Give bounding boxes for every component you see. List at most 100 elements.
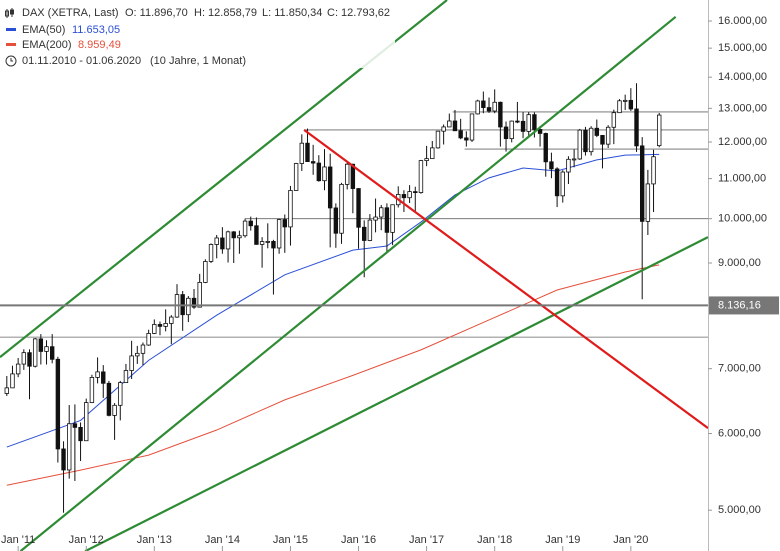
candle-body (118, 382, 123, 406)
candle-body (322, 166, 327, 182)
candle-body (622, 99, 628, 102)
candle-body (333, 207, 339, 234)
candle-body (634, 108, 639, 147)
candle-body (305, 142, 310, 162)
candle-body (645, 183, 651, 222)
candle-body (481, 100, 486, 108)
candle-body (498, 101, 503, 128)
candle-body (475, 100, 480, 115)
candle-body (129, 355, 134, 371)
candle-body (327, 166, 333, 209)
trend-line (84, 236, 708, 551)
trend-line (303, 129, 708, 430)
y-tick-label: 12.000,00 (718, 136, 767, 148)
candle-body (78, 426, 83, 442)
legend-label: EMA(50) (22, 24, 65, 36)
candle-body (265, 241, 270, 243)
candle-body (464, 137, 469, 141)
candle-body (379, 207, 384, 218)
candle-body (95, 371, 100, 378)
y-tick-label: 14.000,00 (718, 71, 767, 83)
candle-body (430, 147, 435, 160)
candle-body (112, 404, 117, 416)
candle-body (163, 323, 168, 327)
candle-body (67, 423, 72, 471)
candle-body (503, 126, 509, 140)
candle-body (27, 352, 32, 367)
x-tick-label: Jan '16 (341, 534, 376, 546)
candle-body (316, 162, 322, 182)
candle-body (55, 358, 61, 450)
x-tick-label: Jan '17 (409, 534, 444, 546)
candle-body (186, 297, 191, 316)
candle-body (469, 113, 475, 141)
close: C: 12.793,62 (327, 7, 390, 19)
candle-body (203, 261, 208, 283)
candle-body (515, 120, 520, 123)
ema-line (6, 153, 660, 448)
candle-body (72, 423, 78, 428)
candle-body (532, 114, 537, 130)
candle-body (566, 158, 571, 173)
candle-body (605, 126, 611, 145)
candle-body (617, 100, 622, 114)
candle-body (49, 346, 55, 360)
candle-body (628, 99, 634, 110)
candle-body (208, 244, 214, 262)
candle-body (271, 241, 276, 249)
candle-body (237, 235, 242, 239)
candle-body (571, 158, 577, 161)
candle-body (214, 237, 219, 245)
candle-body (344, 163, 350, 185)
candle-body (583, 129, 588, 153)
candle-body (549, 161, 554, 170)
candle-body (526, 114, 531, 132)
y-tick-label: 5.000,00 (718, 504, 761, 516)
candle-body (651, 156, 656, 185)
candle-body (32, 338, 38, 367)
candle-body (248, 220, 253, 227)
candle-body (401, 194, 407, 199)
candle-body (15, 363, 21, 375)
candle-body (21, 352, 27, 365)
x-tick-label: Jan '20 (613, 534, 648, 546)
candle-body (367, 219, 373, 241)
candle-body (554, 168, 560, 197)
candle-body (106, 382, 112, 416)
candle-body (282, 219, 287, 228)
candle-body (152, 324, 157, 334)
candle-body (84, 402, 89, 442)
candle-body (288, 190, 293, 228)
candle-body (447, 120, 452, 128)
candle-body (339, 183, 344, 234)
candle-body (293, 163, 299, 191)
legend-swatch (6, 28, 16, 31)
candle-body (231, 231, 236, 239)
date-range: 01.11.2010 - 01.06.2020 (22, 55, 141, 67)
candle-body (44, 346, 49, 352)
trend-line (19, 15, 677, 551)
legend-value: 8.959,49 (78, 39, 121, 51)
candle-body (537, 129, 543, 134)
candle-body (61, 448, 66, 471)
candle-body (299, 142, 305, 164)
candle-body (191, 297, 197, 308)
high: H: 12.858,79 (194, 7, 257, 19)
y-tick-label: 10.000,00 (718, 213, 767, 225)
y-tick-label: 16.000,00 (718, 15, 767, 27)
candle-body (600, 135, 605, 145)
candle-body (242, 220, 248, 237)
price-label-box (709, 296, 779, 315)
legend-swatch (6, 43, 16, 46)
x-tick-label: Jan '15 (273, 534, 308, 546)
x-tick-label: Jan '19 (545, 534, 580, 546)
candle-body (276, 219, 282, 249)
legend-background (0, 2, 395, 68)
candle-body (356, 188, 361, 228)
candle-body (384, 207, 390, 233)
candle-body (350, 163, 356, 189)
y-tick-label: 7.000,00 (718, 363, 761, 375)
legend-value: 11.653,05 (72, 24, 120, 36)
candle-body (577, 129, 582, 160)
